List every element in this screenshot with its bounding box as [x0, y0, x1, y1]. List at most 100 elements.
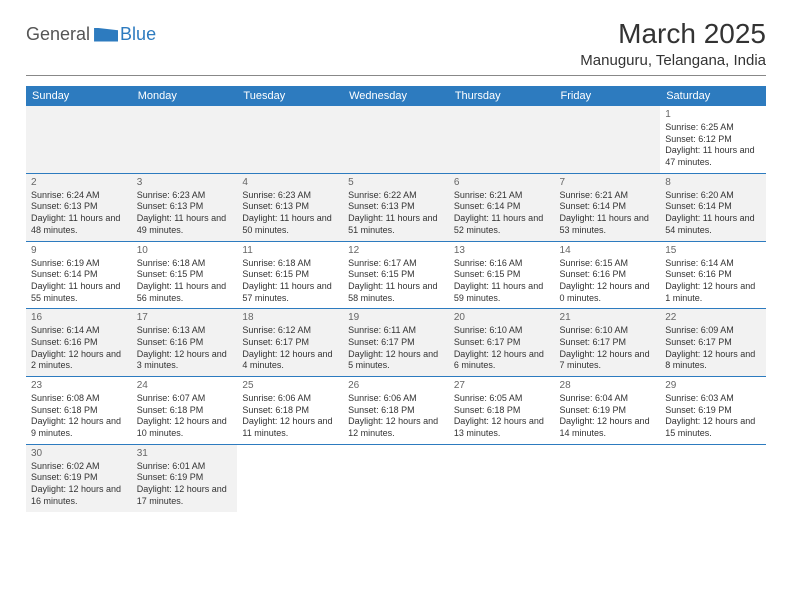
daylight: Daylight: 12 hours and 16 minutes. — [31, 484, 127, 507]
daylight: Daylight: 12 hours and 10 minutes. — [137, 416, 233, 439]
day-number: 23 — [31, 379, 127, 392]
sunset: Sunset: 6:14 PM — [454, 201, 550, 213]
day-number: 4 — [242, 176, 338, 189]
daylight: Daylight: 11 hours and 56 minutes. — [137, 281, 233, 304]
daylight: Daylight: 12 hours and 8 minutes. — [665, 349, 761, 372]
sunset: Sunset: 6:13 PM — [348, 201, 444, 213]
sunset: Sunset: 6:19 PM — [560, 405, 656, 417]
daylight: Daylight: 12 hours and 15 minutes. — [665, 416, 761, 439]
day-number: 21 — [560, 311, 656, 324]
daylight: Daylight: 11 hours and 52 minutes. — [454, 213, 550, 236]
calendar-cell: 22Sunrise: 6:09 AMSunset: 6:17 PMDayligh… — [660, 309, 766, 377]
sunset: Sunset: 6:13 PM — [31, 201, 127, 213]
calendar-cell: 29Sunrise: 6:03 AMSunset: 6:19 PMDayligh… — [660, 377, 766, 445]
daylight: Daylight: 12 hours and 6 minutes. — [454, 349, 550, 372]
calendar-cell — [132, 106, 238, 173]
sunset: Sunset: 6:15 PM — [454, 269, 550, 281]
day-number: 28 — [560, 379, 656, 392]
daylight: Daylight: 11 hours and 51 minutes. — [348, 213, 444, 236]
month-title: March 2025 — [580, 18, 766, 50]
sunset: Sunset: 6:16 PM — [31, 337, 127, 349]
day-number: 7 — [560, 176, 656, 189]
day-header: Thursday — [449, 86, 555, 106]
sunset: Sunset: 6:15 PM — [137, 269, 233, 281]
header-divider — [26, 75, 766, 76]
calendar-cell: 17Sunrise: 6:13 AMSunset: 6:16 PMDayligh… — [132, 309, 238, 377]
daylight: Daylight: 12 hours and 5 minutes. — [348, 349, 444, 372]
daylight: Daylight: 11 hours and 58 minutes. — [348, 281, 444, 304]
calendar-cell: 18Sunrise: 6:12 AMSunset: 6:17 PMDayligh… — [237, 309, 343, 377]
calendar-cell: 13Sunrise: 6:16 AMSunset: 6:15 PMDayligh… — [449, 241, 555, 309]
day-number: 22 — [665, 311, 761, 324]
sunset: Sunset: 6:12 PM — [665, 134, 761, 146]
day-number: 9 — [31, 244, 127, 257]
sunrise: Sunrise: 6:11 AM — [348, 325, 444, 337]
sunrise: Sunrise: 6:24 AM — [31, 190, 127, 202]
day-number: 17 — [137, 311, 233, 324]
daylight: Daylight: 11 hours and 47 minutes. — [665, 145, 761, 168]
calendar-cell: 6Sunrise: 6:21 AMSunset: 6:14 PMDaylight… — [449, 173, 555, 241]
day-number: 26 — [348, 379, 444, 392]
daylight: Daylight: 12 hours and 12 minutes. — [348, 416, 444, 439]
calendar-cell: 11Sunrise: 6:18 AMSunset: 6:15 PMDayligh… — [237, 241, 343, 309]
day-number: 30 — [31, 447, 127, 460]
daylight: Daylight: 12 hours and 17 minutes. — [137, 484, 233, 507]
sunrise: Sunrise: 6:10 AM — [560, 325, 656, 337]
calendar-cell: 14Sunrise: 6:15 AMSunset: 6:16 PMDayligh… — [555, 241, 661, 309]
calendar-cell: 4Sunrise: 6:23 AMSunset: 6:13 PMDaylight… — [237, 173, 343, 241]
day-number: 2 — [31, 176, 127, 189]
calendar-cell — [237, 106, 343, 173]
logo-text-general: General — [26, 24, 90, 45]
calendar-cell: 3Sunrise: 6:23 AMSunset: 6:13 PMDaylight… — [132, 173, 238, 241]
day-number: 20 — [454, 311, 550, 324]
sunset: Sunset: 6:18 PM — [137, 405, 233, 417]
day-number: 31 — [137, 447, 233, 460]
day-header: Saturday — [660, 86, 766, 106]
daylight: Daylight: 11 hours and 50 minutes. — [242, 213, 338, 236]
daylight: Daylight: 12 hours and 11 minutes. — [242, 416, 338, 439]
calendar-cell: 19Sunrise: 6:11 AMSunset: 6:17 PMDayligh… — [343, 309, 449, 377]
sunrise: Sunrise: 6:07 AM — [137, 393, 233, 405]
day-header: Wednesday — [343, 86, 449, 106]
daylight: Daylight: 12 hours and 9 minutes. — [31, 416, 127, 439]
sunrise: Sunrise: 6:14 AM — [31, 325, 127, 337]
calendar-cell — [343, 444, 449, 511]
logo: General Blue — [26, 24, 156, 45]
sunrise: Sunrise: 6:23 AM — [137, 190, 233, 202]
sunset: Sunset: 6:19 PM — [665, 405, 761, 417]
sunrise: Sunrise: 6:02 AM — [31, 461, 127, 473]
sunset: Sunset: 6:13 PM — [242, 201, 338, 213]
daylight: Daylight: 12 hours and 1 minute. — [665, 281, 761, 304]
day-header: Tuesday — [237, 86, 343, 106]
daylight: Daylight: 12 hours and 14 minutes. — [560, 416, 656, 439]
calendar-cell: 26Sunrise: 6:06 AMSunset: 6:18 PMDayligh… — [343, 377, 449, 445]
day-number: 16 — [31, 311, 127, 324]
logo-flag-icon — [94, 28, 118, 42]
day-number: 6 — [454, 176, 550, 189]
sunrise: Sunrise: 6:19 AM — [31, 258, 127, 270]
sunrise: Sunrise: 6:21 AM — [560, 190, 656, 202]
daylight: Daylight: 12 hours and 4 minutes. — [242, 349, 338, 372]
sunrise: Sunrise: 6:14 AM — [665, 258, 761, 270]
day-number: 19 — [348, 311, 444, 324]
daylight: Daylight: 11 hours and 59 minutes. — [454, 281, 550, 304]
day-number: 13 — [454, 244, 550, 257]
sunset: Sunset: 6:15 PM — [348, 269, 444, 281]
calendar-cell: 23Sunrise: 6:08 AMSunset: 6:18 PMDayligh… — [26, 377, 132, 445]
day-number: 10 — [137, 244, 233, 257]
calendar-cell: 12Sunrise: 6:17 AMSunset: 6:15 PMDayligh… — [343, 241, 449, 309]
calendar-cell — [449, 444, 555, 511]
day-number: 1 — [665, 108, 761, 121]
calendar-cell: 24Sunrise: 6:07 AMSunset: 6:18 PMDayligh… — [132, 377, 238, 445]
sunrise: Sunrise: 6:23 AM — [242, 190, 338, 202]
calendar-cell — [555, 106, 661, 173]
calendar-cell — [449, 106, 555, 173]
sunrise: Sunrise: 6:20 AM — [665, 190, 761, 202]
calendar-cell — [660, 444, 766, 511]
calendar-cell: 9Sunrise: 6:19 AMSunset: 6:14 PMDaylight… — [26, 241, 132, 309]
sunrise: Sunrise: 6:16 AM — [454, 258, 550, 270]
sunrise: Sunrise: 6:21 AM — [454, 190, 550, 202]
sunset: Sunset: 6:13 PM — [137, 201, 233, 213]
sunset: Sunset: 6:19 PM — [31, 472, 127, 484]
day-header: Monday — [132, 86, 238, 106]
